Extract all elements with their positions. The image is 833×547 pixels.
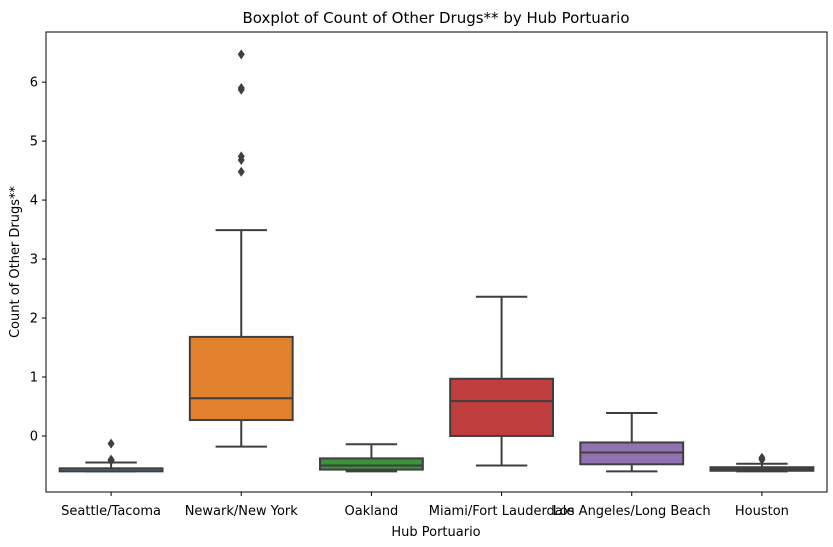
plot-area [58, 49, 815, 473]
x-tick-label: Seattle/Tacoma [61, 504, 161, 519]
box-body [188, 335, 294, 422]
box-group [709, 452, 815, 473]
outlier-point [107, 438, 115, 449]
y-tick-label: 1 [30, 371, 38, 386]
y-tick-label: 3 [30, 253, 38, 268]
box-body [319, 457, 424, 471]
y-tick-label: 0 [30, 429, 38, 444]
box-group [449, 295, 554, 467]
x-axis: Seattle/Tacoma Newark/New York Oakland Miam… [61, 492, 789, 519]
chart-title: Boxplot of Count of Other Drugs** by Hub… [242, 9, 629, 27]
x-tick-label: Los Angeles/Long Beach [553, 504, 711, 519]
box-group [579, 411, 685, 473]
x-tick-label: Houston [735, 504, 789, 519]
x-tick-label: Newark/New York [185, 504, 299, 519]
box-group [319, 443, 424, 473]
x-tick-label: Miami/Fort Lauderdale [429, 504, 575, 519]
y-tick-label: 6 [30, 76, 38, 91]
outlier-point [758, 454, 766, 465]
outlier-point [237, 83, 245, 94]
outlier-point [237, 49, 245, 60]
x-tick-label: Oakland [345, 504, 399, 519]
plot-frame [45, 31, 828, 493]
y-axis-label: Count of Other Drugs** [8, 185, 23, 338]
y-axis: 0 1 2 3 4 5 6 [30, 76, 46, 444]
outlier-point [107, 455, 115, 466]
y-tick-label: 5 [30, 135, 38, 150]
box-group [58, 438, 164, 473]
outlier-point [237, 166, 245, 177]
box-body [449, 377, 554, 437]
y-tick-label: 2 [30, 312, 38, 327]
box-group [188, 49, 294, 448]
x-axis-label: Hub Portuario [391, 525, 480, 540]
outlier-point [237, 151, 245, 162]
y-tick-label: 4 [30, 194, 38, 209]
